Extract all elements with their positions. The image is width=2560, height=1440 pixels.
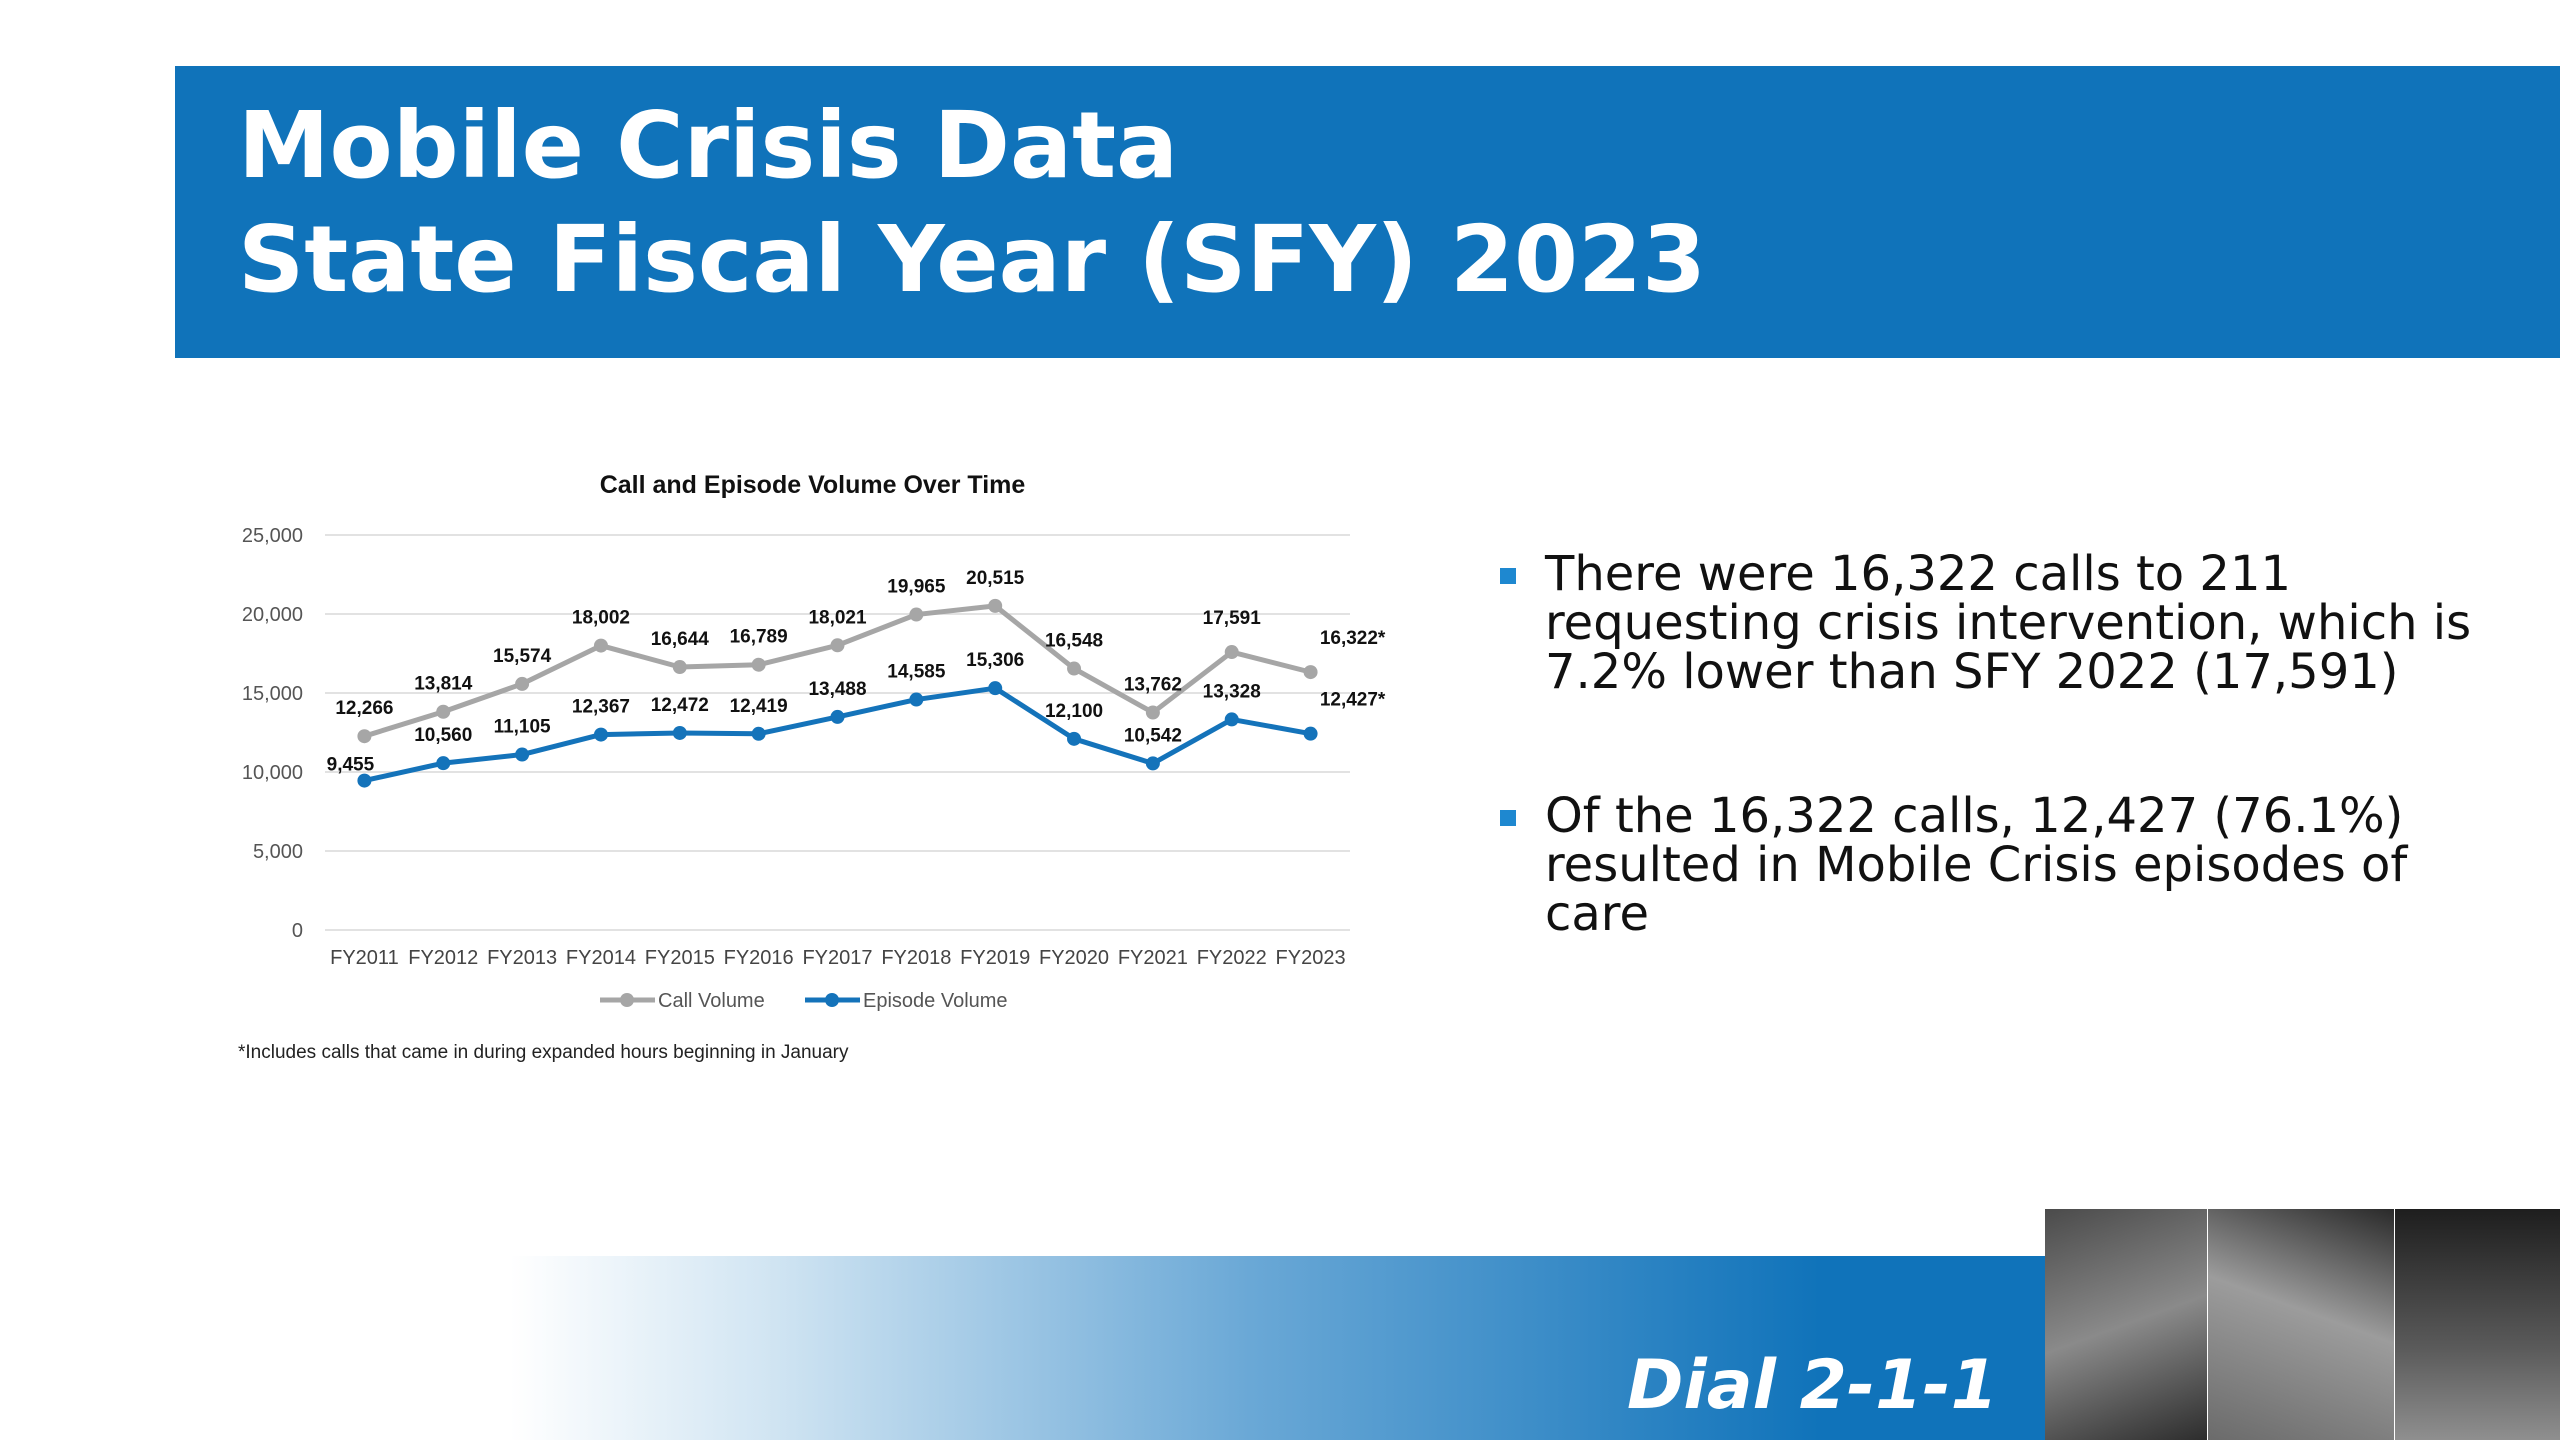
y-tick-label: 10,000 xyxy=(242,762,303,784)
square-bullet-icon xyxy=(1500,568,1516,584)
legend-label: Call Volume xyxy=(658,990,765,1012)
chart-footnote: *Includes calls that came in during expa… xyxy=(238,1042,849,1063)
data-point xyxy=(593,638,608,653)
x-tick-label: FY2013 xyxy=(487,947,557,969)
title-banner: Mobile Crisis Data State Fiscal Year (SF… xyxy=(175,66,2560,358)
photo-of-boy-with-hand-on-head xyxy=(2045,1209,2207,1440)
data-label: 13,328 xyxy=(1203,681,1261,702)
data-label: 14,585 xyxy=(887,662,946,683)
data-point xyxy=(515,676,530,691)
bullet-text: Of the 16,322 calls, 12,427 (76.1%) resu… xyxy=(1545,788,2408,942)
data-label: 15,574 xyxy=(493,646,552,667)
x-tick-label: FY2011 xyxy=(330,947,399,969)
data-point xyxy=(751,657,766,672)
chart-title: Call and Episode Volume Over Time xyxy=(600,471,1026,499)
x-tick-label: FY2019 xyxy=(960,947,1030,969)
data-point xyxy=(1145,705,1160,720)
data-point xyxy=(1303,665,1318,680)
data-label: 12,367 xyxy=(572,697,630,718)
y-tick-label: 15,000 xyxy=(242,683,303,705)
data-label: 20,515 xyxy=(966,568,1025,589)
data-label: 17,591 xyxy=(1203,608,1262,629)
slide-title-line-2: State Fiscal Year (SFY) 2023 xyxy=(238,206,1707,313)
data-label: 11,105 xyxy=(494,717,551,738)
data-label: 19,965 xyxy=(887,577,946,598)
data-point xyxy=(515,747,530,762)
data-point xyxy=(436,756,451,771)
data-label: 12,419 xyxy=(730,696,788,717)
bullet-list: There were 16,322 calls to 211 requestin… xyxy=(1500,550,2500,939)
dial-211-text: Dial 2-1-1 xyxy=(1626,1346,1998,1425)
y-tick-label: 5,000 xyxy=(253,841,303,863)
data-label: 13,762 xyxy=(1124,675,1182,696)
data-point xyxy=(436,704,451,719)
data-point xyxy=(988,681,1003,696)
data-label: 10,542 xyxy=(1124,725,1182,746)
data-point xyxy=(1224,712,1239,727)
data-label: 16,322* xyxy=(1320,628,1386,649)
data-label: 10,560 xyxy=(414,725,472,746)
data-point xyxy=(357,729,372,744)
legend-swatch-marker xyxy=(620,993,634,1007)
data-point xyxy=(1067,661,1082,676)
data-label: 18,021 xyxy=(808,607,867,628)
x-tick-label: FY2015 xyxy=(645,947,715,969)
x-tick-label: FY2014 xyxy=(566,947,636,969)
data-point xyxy=(672,660,687,675)
photo-of-girl-leaning-forward xyxy=(2208,1209,2394,1440)
data-label: 12,427* xyxy=(1320,690,1386,711)
legend-label: Episode Volume xyxy=(863,990,1008,1012)
photo-of-boy-face-closeup xyxy=(2395,1209,2560,1440)
line-chart: Call and Episode Volume Over Time 0 5,000 1… xyxy=(242,471,1386,1012)
y-tick-label: 25,000 xyxy=(242,525,303,547)
bullet-item: Of the 16,322 calls, 12,427 (76.1%) resu… xyxy=(1500,792,2500,939)
data-label: 16,789 xyxy=(730,627,788,648)
data-label: 16,644 xyxy=(651,629,710,650)
x-tick-label: FY2022 xyxy=(1197,947,1267,969)
bullet-text: There were 16,322 calls to 211 requestin… xyxy=(1545,546,2472,700)
photo-strip xyxy=(2045,1209,2560,1440)
data-label: 13,814 xyxy=(414,674,473,695)
data-label: 18,002 xyxy=(572,608,630,629)
data-point xyxy=(751,726,766,741)
x-tick-label: FY2017 xyxy=(802,947,872,969)
data-point xyxy=(909,692,924,707)
data-point xyxy=(988,598,1003,613)
data-label: 12,472 xyxy=(651,695,709,716)
x-tick-label: FY2023 xyxy=(1276,947,1346,969)
data-point xyxy=(357,773,372,788)
square-bullet-icon xyxy=(1500,810,1516,826)
legend-swatch-marker xyxy=(825,993,839,1007)
data-point xyxy=(1145,756,1160,771)
data-point xyxy=(909,607,924,622)
data-point xyxy=(593,727,608,742)
data-label: 13,488 xyxy=(808,679,866,700)
bullet-item: There were 16,322 calls to 211 requestin… xyxy=(1500,550,2500,697)
data-label: 9,455 xyxy=(327,755,375,776)
y-tick-label: 0 xyxy=(292,920,303,942)
data-point xyxy=(1067,731,1082,746)
data-label: 15,306 xyxy=(966,650,1024,671)
data-point xyxy=(830,638,845,653)
data-point xyxy=(1303,726,1318,741)
x-tick-label: FY2016 xyxy=(724,947,794,969)
x-tick-label: FY2021 xyxy=(1118,947,1188,969)
slide-title-line-1: Mobile Crisis Data xyxy=(238,92,1179,199)
footer-banner: Dial 2-1-1 xyxy=(0,1256,2048,1440)
x-tick-label: FY2020 xyxy=(1039,947,1109,969)
data-label: 16,548 xyxy=(1045,631,1103,652)
data-label: 12,100 xyxy=(1045,701,1103,722)
y-tick-label: 20,000 xyxy=(242,604,303,626)
data-label: 12,266 xyxy=(335,698,393,719)
data-point xyxy=(1224,645,1239,660)
data-point xyxy=(672,725,687,740)
x-tick-label: FY2012 xyxy=(408,947,478,969)
x-tick-label: FY2018 xyxy=(881,947,951,969)
data-point xyxy=(830,709,845,724)
